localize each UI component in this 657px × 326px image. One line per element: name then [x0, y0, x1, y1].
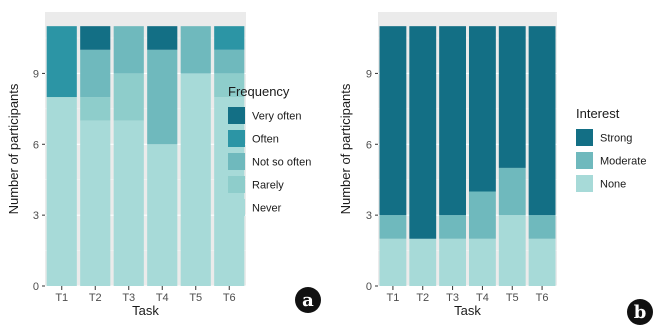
bar-segment-t6-strong: [528, 26, 556, 216]
bar-segment-t1-never: [46, 97, 77, 286]
legend-swatch: [228, 153, 245, 170]
legend-swatch: [228, 107, 245, 124]
x-tick-label: T5: [189, 292, 202, 304]
bar-segment-t5-moderate: [498, 167, 526, 216]
bar-segment-t2-very-often: [80, 26, 111, 50]
legend-swatch: [228, 176, 245, 193]
panel-badge: [295, 287, 321, 313]
bar-segment-t6-not-so-often: [214, 49, 245, 74]
legend-swatch: [576, 175, 593, 192]
bar-segment-t4-very-often: [147, 26, 178, 50]
bar-segment-t4-strong: [468, 26, 496, 192]
legend-swatch: [576, 129, 593, 146]
bar-segment-t5-none: [498, 215, 526, 286]
y-tick-label: 3: [33, 210, 39, 222]
y-tick-label: 6: [33, 139, 39, 151]
x-tick-label: T3: [446, 292, 459, 304]
bar-segment-t2-not-so-often: [80, 49, 111, 98]
legend-label: Strong: [600, 133, 632, 145]
bar-segment-t2-rarely: [80, 97, 111, 121]
x-axis-title: Task: [454, 303, 481, 318]
bar-segment-t5-not-so-often: [180, 26, 211, 74]
panel-badge-letter: b: [634, 302, 647, 323]
bar-segment-t4-none: [468, 238, 496, 286]
bar-segment-t3-strong: [439, 26, 467, 216]
panel-badge-letter: a: [302, 290, 314, 311]
bar-segment-t2-none: [409, 238, 437, 286]
legend-swatch: [228, 199, 245, 216]
legend-label: Not so often: [252, 157, 311, 169]
legend-label: Very often: [252, 111, 302, 123]
legend-title: Interest: [576, 106, 620, 121]
y-tick-label: 9: [33, 68, 39, 80]
bar-segment-t3-never: [113, 120, 144, 286]
bar-segment-t3-rarely: [113, 73, 144, 121]
bar-segment-t1-strong: [379, 26, 407, 216]
legend-label: Never: [252, 203, 282, 215]
legend: Frequency Very often Often Not so often Rare…: [228, 84, 311, 216]
x-tick-label: T1: [55, 292, 68, 304]
chart-panel-a: 0 3 6 9 T1 T2 T3 T4 T5 T6 Task Number of participan…: [6, 12, 321, 318]
x-tick-label: T2: [89, 292, 102, 304]
y-tick-label: 0: [366, 281, 372, 293]
bar-segment-t4-moderate: [468, 191, 496, 239]
plot-background: [378, 12, 557, 286]
legend-swatch: [576, 152, 593, 169]
panel-badge: [627, 299, 653, 325]
bar-segment-t4-never: [147, 144, 178, 286]
bar-segment-t4-not-so-often: [147, 49, 178, 145]
legend: Interest Strong Moderate None: [576, 106, 646, 192]
x-tick-label: T6: [536, 292, 549, 304]
y-tick-label: 6: [366, 139, 372, 151]
bar-segment-t3-not-so-often: [113, 26, 144, 74]
x-tick-label: T4: [156, 292, 169, 304]
bar-segment-t1-none: [379, 238, 407, 286]
bar-segment-t5-never: [180, 73, 211, 287]
bar-segment-t2-never: [80, 120, 111, 286]
bar-segment-t3-none: [439, 238, 467, 286]
x-tick-label: T5: [506, 292, 519, 304]
legend-title: Frequency: [228, 84, 290, 99]
y-axis-title: Number of participants: [338, 83, 353, 214]
chart-panel-b: 0 3 6 9 T1 T2 T3 T4 T5 T6 Task Number of participan…: [338, 12, 653, 325]
bar-segment-t1-moderate: [379, 215, 407, 239]
plot-background: [45, 12, 246, 286]
x-tick-label: T1: [386, 292, 399, 304]
legend-label: None: [600, 179, 626, 191]
bar-segment-t3-moderate: [439, 215, 467, 239]
legend-swatch: [228, 130, 245, 147]
bar-segment-t6-moderate: [528, 215, 556, 239]
bar-segment-t6-often: [214, 26, 245, 50]
x-axis-title: Task: [132, 303, 159, 318]
y-tick-label: 0: [33, 281, 39, 293]
y-axis-title: Number of participants: [6, 83, 21, 214]
legend-label: Moderate: [600, 156, 646, 168]
y-tick-label: 9: [366, 68, 372, 80]
legend-label: Rarely: [252, 180, 284, 192]
bar-segment-t5-strong: [498, 26, 526, 168]
x-tick-label: T6: [223, 292, 236, 304]
x-tick-label: T3: [122, 292, 135, 304]
y-tick-label: 3: [366, 210, 372, 222]
bar-segment-t1-often: [46, 26, 77, 98]
bar-segment-t6-none: [528, 238, 556, 286]
bar-segment-t6-rarely: [214, 73, 245, 98]
legend-label: Often: [252, 134, 279, 146]
x-tick-label: T4: [476, 292, 489, 304]
x-tick-label: T2: [416, 292, 429, 304]
bar-segment-t2-strong: [409, 26, 437, 239]
